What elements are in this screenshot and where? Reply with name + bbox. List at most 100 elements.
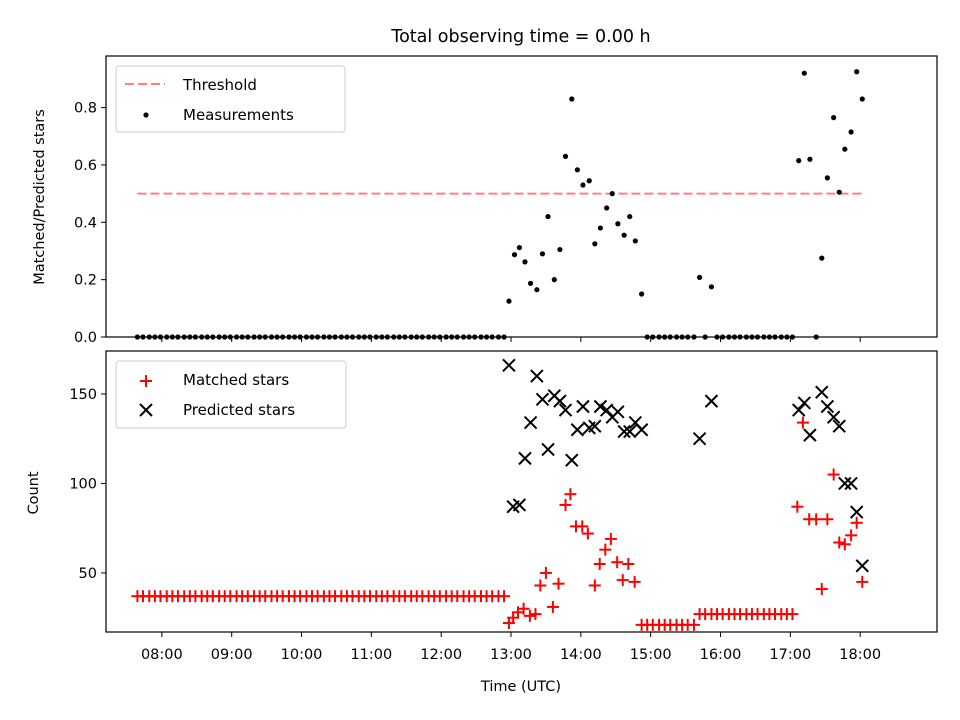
count-legend: Matched stars Predicted stars — [115, 360, 347, 429]
predicted-star-point — [844, 476, 858, 491]
count-x-tick-label: 11:00 — [350, 647, 392, 663]
legend-measurements-swatch — [143, 112, 149, 118]
matched-star-point — [593, 557, 606, 570]
measurement-point — [685, 334, 691, 340]
measurement-point — [586, 178, 592, 184]
predicted-star-point — [512, 498, 527, 512]
count-x-tick-label: 13:00 — [490, 647, 532, 663]
predicted-star-point — [518, 451, 532, 466]
count-y-axis-label: Count — [26, 471, 42, 514]
measurement-point — [743, 334, 749, 340]
matched-star-point — [534, 579, 547, 592]
measurement-point — [627, 213, 633, 220]
measurement-point — [268, 334, 275, 340]
measurement-point — [731, 334, 738, 340]
measurement-point — [615, 221, 621, 227]
ratio-y-tick-label: 0.4 — [74, 215, 97, 231]
predicted-star-point — [617, 424, 631, 439]
measurement-point — [632, 238, 638, 244]
measurement-point — [720, 334, 726, 340]
measurement-point — [361, 334, 367, 340]
measurement-point — [321, 334, 327, 340]
measurement-point — [639, 291, 645, 297]
measurement-point — [239, 334, 245, 340]
matched-star-point — [523, 609, 536, 622]
ratio-y-ticks: 0.0 0.2 0.4 0.6 0.8 — [74, 101, 106, 346]
predicted-star-point — [553, 394, 567, 408]
measurement-point — [650, 334, 656, 340]
predicted-star-point — [611, 405, 625, 419]
count-x-tick-label: 09:00 — [211, 647, 253, 663]
measurement-point — [251, 334, 257, 340]
measurement-point — [274, 334, 280, 340]
measurement-point — [472, 334, 478, 340]
measurement-point — [489, 334, 495, 340]
measurement-point — [569, 96, 575, 102]
ratio-legend-box — [115, 65, 346, 133]
count-panel: Count Time (UTC) 50 100 150 08:00 09:00 10:0… — [26, 350, 938, 695]
measurement-point — [309, 334, 315, 340]
predicted-star-point — [535, 392, 550, 407]
predicted-star-points — [502, 358, 869, 573]
measurement-point — [454, 334, 460, 340]
measurement-point — [396, 334, 402, 340]
matched-star-point — [552, 577, 565, 590]
ratio-panel: Total observing time = 0.00 h Matched/Pr… — [32, 27, 938, 346]
measurement-point — [303, 334, 310, 340]
ratio-plot-frame — [105, 55, 938, 338]
measurement-point — [367, 334, 373, 340]
measurement-point — [314, 334, 321, 340]
matched-star-point — [622, 557, 635, 570]
matched-star-point — [576, 520, 589, 533]
measurement-point — [157, 334, 164, 340]
chart-title: Total observing time = 0.00 h — [390, 27, 650, 47]
ratio-y-tick-label: 0.0 — [74, 330, 97, 346]
measurement-point — [431, 334, 437, 340]
measurement-point — [644, 334, 650, 340]
matched-star-point — [599, 543, 612, 556]
measurement-point — [140, 334, 146, 340]
measurement-point — [257, 334, 263, 340]
measurement-point — [227, 334, 233, 340]
matched-star-point — [581, 527, 594, 540]
measurement-point — [210, 334, 216, 340]
legend-threshold-label: Threshold — [182, 76, 257, 94]
measurement-point — [344, 334, 350, 340]
predicted-star-point — [692, 431, 707, 446]
x-axis-label: Time (UTC) — [480, 679, 561, 695]
measurement-point — [506, 298, 512, 304]
matched-star-point — [827, 468, 840, 481]
measurement-point — [836, 189, 842, 195]
matched-star-point — [529, 608, 542, 621]
measurement-point — [466, 334, 472, 340]
measurement-point — [766, 334, 773, 340]
measurement-point — [349, 334, 356, 340]
measurement-point — [332, 334, 338, 340]
count-x-ticks: 08:00 09:00 10:00 11:00 12:00 13:00 14:00 15:00… — [141, 632, 881, 663]
legend-predicted-label: Predicted stars — [183, 401, 295, 419]
measurement-point — [551, 277, 557, 283]
measurement-point — [527, 280, 534, 286]
legend-matched-label: Matched stars — [183, 371, 289, 389]
predicted-star-point — [832, 419, 846, 433]
measurement-point — [545, 213, 551, 220]
measurement-point — [691, 334, 697, 340]
legend-matched-swatch — [140, 375, 152, 387]
measurement-point — [796, 158, 802, 164]
measurement-point — [574, 167, 580, 173]
measurement-point — [192, 334, 198, 340]
measurement-point — [516, 244, 523, 251]
count-x-tick-label: 17:00 — [769, 647, 811, 663]
count-x-tick-label: 10:00 — [281, 647, 323, 663]
predicted-star-point — [530, 369, 544, 383]
measurement-point — [789, 334, 796, 340]
count-x-tick-label: 12:00 — [420, 647, 462, 663]
count-x-tick-label: 18:00 — [839, 647, 881, 663]
matched-star-point — [687, 618, 700, 631]
matched-star-point — [546, 600, 559, 613]
matched-star-point — [786, 608, 799, 621]
measurement-point — [801, 70, 807, 76]
matched-star-point — [616, 574, 629, 587]
measurement-point — [187, 334, 193, 340]
measurement-point — [714, 334, 720, 340]
